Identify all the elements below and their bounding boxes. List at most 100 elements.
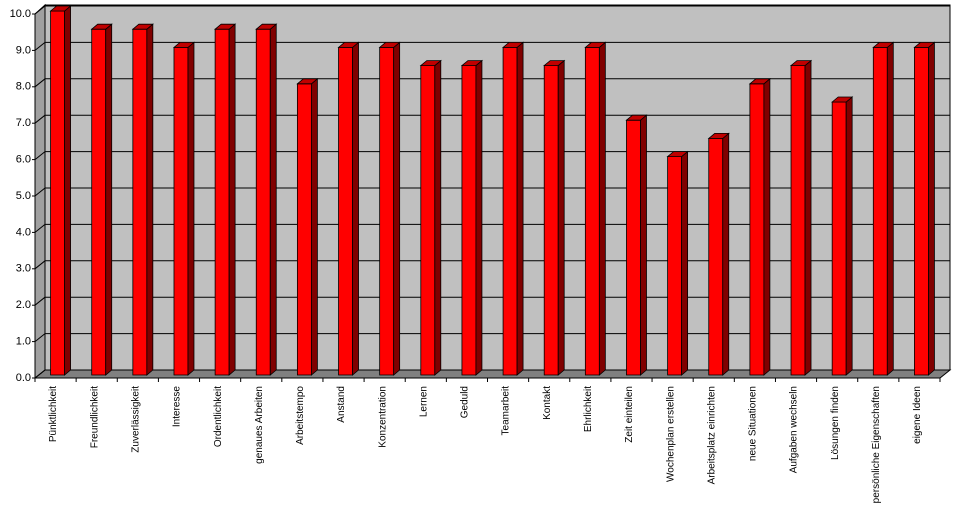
bar-side bbox=[557, 59, 565, 376]
bar bbox=[666, 150, 689, 376]
x-tick-label: neue Situationen bbox=[748, 386, 759, 461]
x-tick-label: Anstand bbox=[336, 386, 347, 423]
bar bbox=[296, 77, 319, 376]
bar bbox=[419, 59, 442, 376]
grid-line bbox=[34, 296, 46, 306]
bar-side bbox=[269, 23, 277, 376]
bar-top bbox=[131, 23, 154, 30]
bar bbox=[913, 41, 936, 376]
bar-side bbox=[146, 23, 154, 376]
floor bbox=[33, 369, 952, 379]
bar-front bbox=[461, 65, 477, 376]
x-tick-label: Geduld bbox=[460, 386, 471, 418]
y-tick-label: 5.0 bbox=[16, 190, 31, 202]
bar-front bbox=[173, 47, 189, 376]
x-tick-label: Zeit einteilen bbox=[624, 386, 635, 443]
x-tick-label: Zuverlässigkeit bbox=[130, 386, 141, 453]
bar-side bbox=[64, 5, 71, 376]
x-tick-label: Konzentration bbox=[377, 386, 388, 448]
bar-top bbox=[214, 23, 237, 30]
x-tick-label: Lösungen finden bbox=[830, 386, 841, 460]
bar-top bbox=[872, 42, 895, 48]
x-tick-label: Interesse bbox=[172, 386, 183, 428]
bar-front bbox=[667, 156, 683, 376]
bar-top bbox=[789, 60, 813, 66]
bar-front bbox=[255, 28, 271, 376]
x-tick-label: persönliche Eigenschaften bbox=[871, 386, 882, 503]
y-tick-label: 2.0 bbox=[16, 299, 31, 311]
bar bbox=[584, 41, 607, 376]
bar-top bbox=[49, 5, 72, 12]
bar-front bbox=[91, 28, 107, 376]
bar bbox=[748, 77, 771, 376]
x-tick-label: eigene Ideen bbox=[912, 386, 923, 444]
x-tick-label: Wochenplan erstellen bbox=[665, 386, 676, 482]
bar-side bbox=[640, 114, 647, 376]
bar bbox=[90, 23, 113, 376]
bar-front bbox=[831, 101, 847, 376]
x-tick-label: Pünktlichkeit bbox=[48, 386, 59, 442]
bar-side bbox=[475, 59, 483, 376]
bar bbox=[255, 23, 278, 376]
bar-top bbox=[255, 23, 278, 30]
bar-side bbox=[598, 41, 606, 376]
bar-side bbox=[352, 41, 359, 376]
bar-side bbox=[187, 41, 195, 376]
x-tick-label: Kontakt bbox=[542, 386, 553, 420]
bar bbox=[337, 41, 360, 376]
grid-line bbox=[34, 187, 46, 197]
y-tick-label: 9.0 bbox=[16, 44, 31, 56]
x-tick-label: Arbeitsplatz einrichten bbox=[706, 386, 717, 484]
bar-top bbox=[501, 42, 525, 48]
bar bbox=[131, 23, 154, 376]
bar-front bbox=[626, 119, 641, 376]
bar-top bbox=[625, 114, 648, 121]
bar-side bbox=[434, 59, 442, 376]
y-tick-label: 1.0 bbox=[16, 336, 31, 348]
y-tick-label: 0.0 bbox=[16, 372, 31, 384]
bar-front bbox=[338, 47, 353, 376]
grid-line bbox=[34, 78, 46, 88]
x-tick-label: Teamarbeit bbox=[501, 386, 512, 436]
grid-line bbox=[34, 114, 46, 124]
bar-front bbox=[214, 28, 230, 376]
y-tick-label: 6.0 bbox=[16, 154, 31, 166]
bar-top bbox=[913, 42, 936, 48]
x-tick-label: Freundlichkeit bbox=[89, 386, 100, 448]
grid-line bbox=[34, 224, 46, 233]
bar-top bbox=[296, 78, 319, 85]
bar bbox=[460, 59, 484, 376]
bar-front bbox=[50, 10, 65, 376]
bar bbox=[625, 114, 648, 376]
bar-front bbox=[790, 65, 806, 376]
bar bbox=[872, 41, 895, 376]
bar-side bbox=[105, 23, 113, 376]
bar-front bbox=[420, 65, 436, 376]
bar-top bbox=[748, 78, 771, 85]
bar bbox=[789, 59, 813, 376]
x-tick-label: Arbeitstempo bbox=[295, 386, 306, 445]
bar-top bbox=[378, 42, 401, 48]
bar-top bbox=[666, 151, 689, 158]
bar-front bbox=[132, 28, 148, 376]
y-tick-label: 4.0 bbox=[16, 226, 31, 238]
bar-side bbox=[393, 41, 401, 376]
grid-line bbox=[34, 260, 46, 270]
bar-top bbox=[831, 96, 854, 103]
bar-front bbox=[502, 47, 518, 376]
x-tick-label: genaues Arbeiten bbox=[254, 386, 265, 464]
bar bbox=[172, 41, 196, 376]
bar bbox=[543, 59, 566, 376]
bar bbox=[501, 41, 525, 376]
bar-front bbox=[749, 83, 765, 376]
bar-side bbox=[228, 23, 236, 376]
bar-front bbox=[914, 47, 929, 376]
bar-top bbox=[419, 60, 442, 66]
y-tick-label: 3.0 bbox=[16, 263, 31, 275]
y-tick-label: 8.0 bbox=[16, 81, 31, 93]
bar bbox=[49, 5, 72, 376]
grid-line bbox=[34, 42, 46, 51]
bar-front bbox=[379, 47, 395, 376]
bar-top bbox=[543, 60, 566, 66]
